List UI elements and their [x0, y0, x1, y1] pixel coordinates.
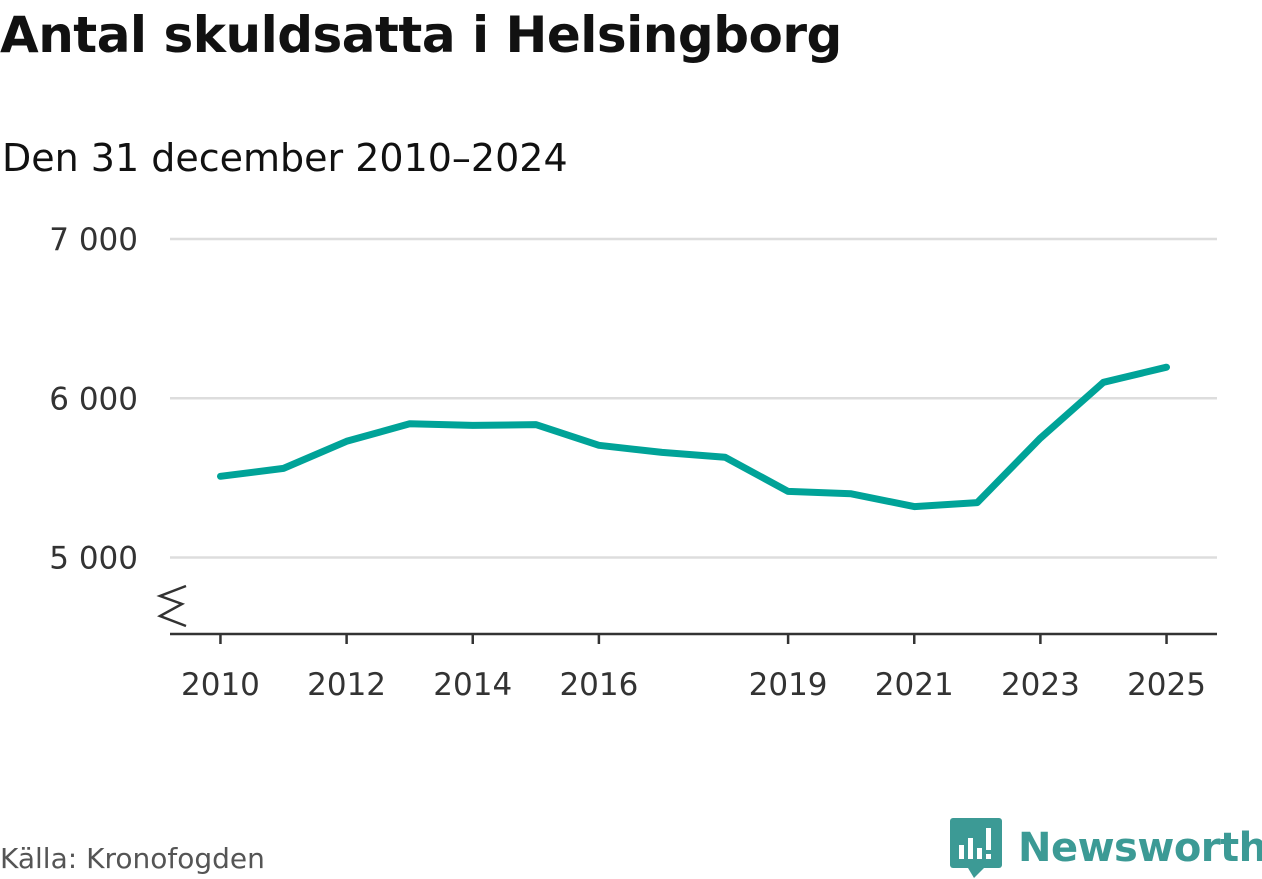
y-tick-label: 7 000	[49, 222, 138, 258]
chart-title: Antal skuldsatta i Helsingborg	[0, 6, 842, 64]
axes	[156, 584, 1217, 644]
x-tick-label: 2025	[1127, 667, 1206, 703]
source-note: Källa: Kronofogden	[0, 842, 265, 875]
y-tick-label: 5 000	[49, 541, 138, 577]
x-tick-label: 2016	[559, 667, 638, 703]
x-tick-label: 2019	[749, 667, 828, 703]
series-line-0	[217, 363, 1170, 511]
brand-name: Newsworthy	[1018, 825, 1262, 871]
newsworthy-logo-icon	[950, 818, 1002, 878]
x-tick-label: 2012	[307, 667, 386, 703]
chart-subtitle: Den 31 december 2010–2024	[2, 136, 568, 180]
x-tick-label: 2021	[875, 667, 954, 703]
y-tick-label: 6 000	[49, 381, 138, 417]
axis-break-icon	[156, 584, 187, 628]
series-layer	[217, 363, 1170, 511]
x-tick-label: 2014	[433, 667, 512, 703]
y-tick-labels: 5 000 6 000 7 000	[49, 222, 138, 577]
gridlines	[170, 237, 1217, 559]
x-tick-label: 2010	[181, 667, 260, 703]
x-tick-labels: 2010 2012 2014 2016 2019 2021 2023 2025	[181, 667, 1206, 703]
x-tick-label: 2023	[1001, 667, 1080, 703]
brand: Newsworthy	[950, 818, 1262, 878]
